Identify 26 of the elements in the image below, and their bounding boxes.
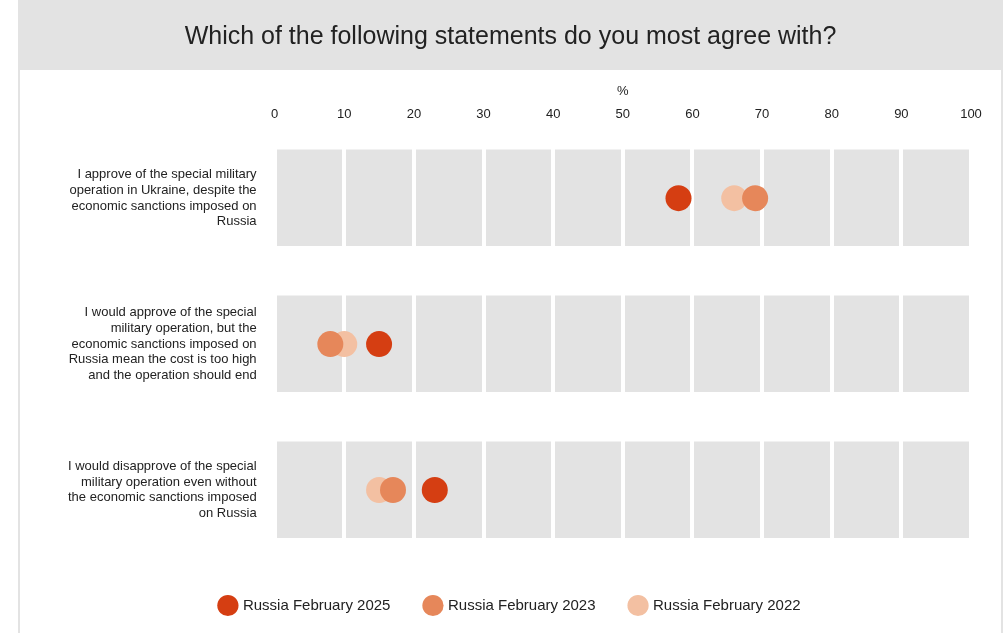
x-tick-label: 70 <box>754 105 770 121</box>
x-tick-label: 10 <box>337 105 352 121</box>
point <box>742 185 769 212</box>
legend-label: Russia February 2022 <box>653 595 801 613</box>
point <box>380 477 406 504</box>
point <box>421 477 448 504</box>
x-axis-title: % <box>617 83 630 99</box>
x-tick-label: 30 <box>476 105 491 121</box>
point <box>317 331 344 358</box>
point <box>366 331 393 358</box>
y-tick-label: I approve of the special military operation in Ukraine, despite the economic sanctions imposed on Russia <box>69 166 258 229</box>
point <box>721 185 748 212</box>
x-tick-label: 0 <box>271 105 279 121</box>
point <box>665 185 692 212</box>
x-tick-label: 50 <box>615 105 631 121</box>
x-tick-label: 40 <box>545 105 561 121</box>
x-tick-label: 20 <box>406 105 422 121</box>
x-tick-label: 90 <box>894 105 909 121</box>
x-tick-label: 80 <box>824 105 839 121</box>
y-tick-label: I would disapprove of the special military operation even without the economic sanctions imposed on Russia <box>67 458 258 521</box>
x-tick-label: 60 <box>685 105 700 121</box>
legend-label: Russia February 2023 <box>447 595 596 613</box>
chart-title: Which of the following statements do you most agree with? <box>20 0 1001 70</box>
x-tick-label: 100 <box>960 105 982 121</box>
y-tick-label: I would approve of the special military operation, but the economic sanctions imposed on Russia mean the cost is too high and the operation should end <box>68 304 257 382</box>
legend-label: Russia February 2025 <box>242 595 391 613</box>
